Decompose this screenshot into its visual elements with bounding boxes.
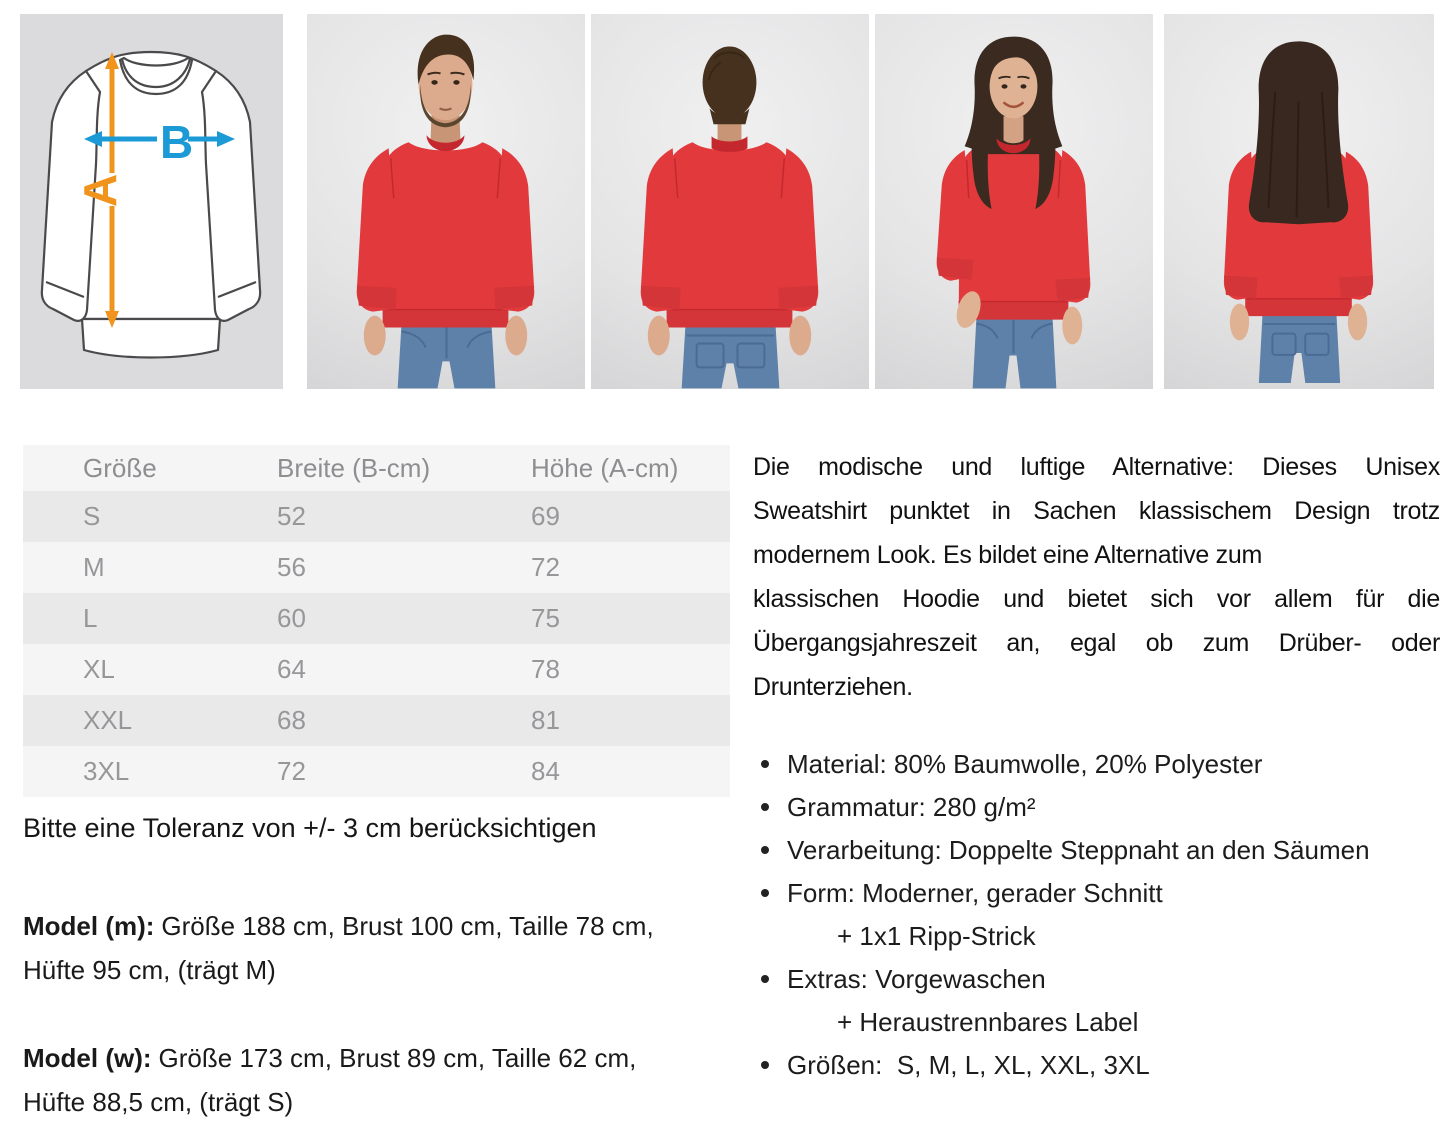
- photo-woman-front: [875, 14, 1153, 389]
- hoehe-cell: 75: [531, 603, 560, 633]
- product-image-gallery: A B: [20, 14, 1445, 389]
- bullet-icon: [761, 846, 769, 854]
- size-cell: M: [83, 552, 105, 582]
- width-label: B: [160, 116, 193, 168]
- table-row-s: S 52 69: [23, 491, 730, 542]
- photo-man-back: [591, 14, 869, 389]
- product-description: Die modische und luftige Alternative: Di…: [753, 445, 1440, 709]
- model-female-measurements: Größe 173 cm, Brust 89 cm, Taille 62 cm,: [158, 1043, 637, 1073]
- description-line: Drunterziehen.: [753, 673, 913, 701]
- model-male-measurements: Größe 188 cm, Brust 100 cm, Taille 78 cm…: [161, 911, 654, 941]
- bullet-icon: [761, 803, 769, 811]
- feature-material: Material: 80% Baumwolle, 20% Polyester: [753, 743, 1440, 786]
- size-cell: L: [83, 603, 98, 633]
- height-label: A: [74, 174, 126, 207]
- size-diagram-image: A B: [20, 14, 283, 389]
- photo-woman-back: [1164, 14, 1434, 389]
- breite-cell: 68: [277, 705, 306, 735]
- height-arrow-icon: A: [74, 52, 126, 328]
- feature-groessen: Größen: S, M, L, XL, XXL, 3XL: [753, 1044, 1440, 1087]
- model-male-measurements-2: Hüfte 95 cm, (trägt M): [23, 955, 276, 985]
- breite-cell: 60: [277, 603, 306, 633]
- size-cell: 3XL: [83, 756, 130, 786]
- col-header-breite: Breite (B-cm): [277, 452, 431, 483]
- description-column: Die modische und luftige Alternative: Di…: [753, 445, 1440, 1087]
- model-female-label: Model (w):: [23, 1043, 152, 1073]
- man-back-illustration: [640, 46, 819, 389]
- bullet-icon: [761, 975, 769, 983]
- woman-front-illustration: [936, 36, 1091, 389]
- model-info-male: Model (m): Größe 188 cm, Brust 100 cm, Ta…: [23, 904, 730, 992]
- feature-text: Verarbeitung: Doppelte Steppnaht an den …: [787, 835, 1370, 865]
- bullet-icon: [761, 889, 769, 897]
- product-details: Größe Breite (B-cm) Höhe (A-cm) S 52 69 …: [23, 445, 1440, 1124]
- size-cell: XXL: [83, 705, 133, 735]
- feature-text: Extras: Vorgewaschen: [787, 964, 1046, 994]
- model-info-female: Model (w): Größe 173 cm, Brust 89 cm, Tai…: [23, 1036, 730, 1124]
- size-cell: S: [83, 501, 101, 531]
- size-cell: XL: [83, 654, 115, 684]
- hoehe-cell: 72: [531, 552, 560, 582]
- feature-text: Material: 80% Baumwolle, 20% Polyester: [787, 749, 1263, 779]
- feature-extras: Extras: Vorgewaschen + Heraustrennbares …: [753, 958, 1440, 1044]
- sweatshirt-outline-drawing: A B: [40, 50, 262, 359]
- width-arrow-icon: B: [84, 116, 235, 168]
- table-row-xxl: XXL 68 81: [23, 695, 730, 746]
- feature-text: Grammatur: 280 g/m²: [787, 792, 1036, 822]
- breite-cell: 72: [277, 756, 306, 786]
- hoehe-cell: 84: [531, 756, 560, 786]
- feature-text: Form: Moderner, gerader Schnitt: [787, 878, 1163, 908]
- feature-list: Material: 80% Baumwolle, 20% Polyester G…: [753, 743, 1440, 1087]
- description-line: modernem Look. Es bildet eine Alternativ…: [753, 541, 1262, 569]
- bullet-icon: [761, 1061, 769, 1069]
- bullet-icon: [761, 760, 769, 768]
- breite-cell: 52: [277, 501, 306, 531]
- breite-cell: 64: [277, 654, 306, 684]
- description-line: Sweatshirt punktet in Sachen klassischem…: [753, 497, 1440, 525]
- model-male-label: Model (m):: [23, 911, 155, 941]
- feature-continuation: + 1x1 Ripp-Strick: [837, 921, 1036, 951]
- col-header-groesse: Größe: [83, 452, 157, 483]
- description-line: klassischen Hoodie und bietet sich vor a…: [753, 585, 1440, 613]
- size-table: Größe Breite (B-cm) Höhe (A-cm) S 52 69 …: [23, 445, 730, 797]
- feature-continuation: + Heraustrennbares Label: [837, 1007, 1139, 1037]
- tolerance-note: Bitte eine Toleranz von +/- 3 cm berücks…: [23, 813, 597, 843]
- table-row-xl: XL 64 78: [23, 644, 730, 695]
- hoehe-cell: 78: [531, 654, 560, 684]
- model-female-measurements-2: Hüfte 88,5 cm, (trägt S): [23, 1087, 294, 1117]
- col-header-hoehe: Höhe (A-cm): [531, 452, 679, 483]
- description-line: Die modische und luftige Alternative: Di…: [753, 453, 1440, 481]
- feature-form: Form: Moderner, gerader Schnitt + 1x1 Ri…: [753, 872, 1440, 958]
- breite-cell: 56: [277, 552, 306, 582]
- man-front-illustration: [356, 34, 535, 389]
- woman-back-illustration: [1223, 41, 1374, 383]
- table-row-3xl: 3XL 72 84: [23, 746, 730, 797]
- hoehe-cell: 69: [531, 501, 560, 531]
- size-table-header-row: Größe Breite (B-cm) Höhe (A-cm): [23, 445, 730, 491]
- photo-man-front: [307, 14, 585, 389]
- table-row-m: M 56 72: [23, 542, 730, 593]
- description-line: Übergangsjahreszeit an, egal ob zum Drüb…: [753, 629, 1440, 657]
- hoehe-cell: 81: [531, 705, 560, 735]
- size-info-column: Größe Breite (B-cm) Höhe (A-cm) S 52 69 …: [23, 445, 730, 1124]
- feature-verarbeitung: Verarbeitung: Doppelte Steppnaht an den …: [753, 829, 1440, 872]
- feature-text: Größen: S, M, L, XL, XXL, 3XL: [787, 1050, 1150, 1080]
- feature-grammatur: Grammatur: 280 g/m²: [753, 786, 1440, 829]
- table-row-l: L 60 75: [23, 593, 730, 644]
